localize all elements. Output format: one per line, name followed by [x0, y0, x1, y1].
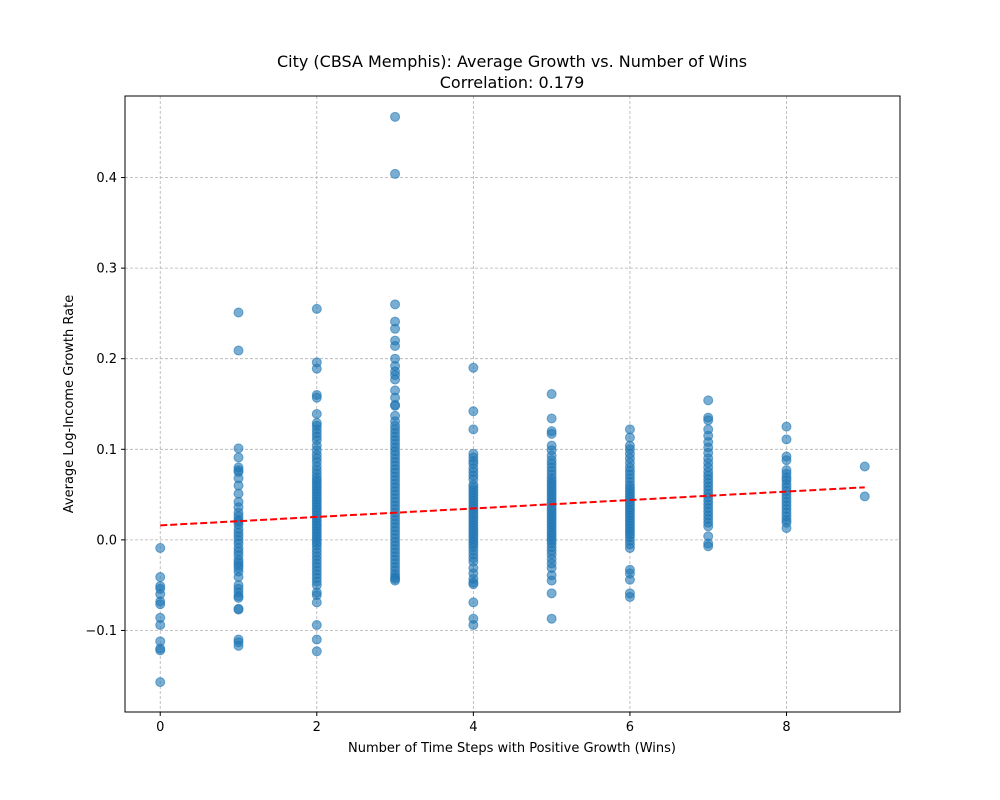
data-point [546, 613, 557, 624]
data-point [311, 392, 322, 403]
data-point [468, 362, 479, 373]
data-point [859, 491, 870, 502]
data-point [546, 413, 557, 424]
data-point [546, 389, 557, 400]
data-point [468, 597, 479, 608]
data-point [311, 408, 322, 419]
data-point [390, 111, 401, 122]
data-point [233, 604, 244, 615]
data-point [468, 579, 479, 590]
y-tick-label: 0.0 [96, 533, 117, 548]
data-point [390, 341, 401, 352]
data-point [468, 424, 479, 435]
data-point [311, 620, 322, 631]
data-point [390, 168, 401, 179]
chart-subtitle: Correlation: 0.179 [440, 73, 585, 92]
y-tick-label: 0.2 [96, 352, 117, 367]
data-points [155, 111, 870, 688]
data-point [233, 640, 244, 651]
data-point [546, 588, 557, 599]
x-tick-label: 6 [626, 720, 634, 735]
data-point [781, 455, 792, 466]
data-point [781, 421, 792, 432]
x-tick-label: 2 [313, 720, 321, 735]
data-point [703, 395, 714, 406]
data-point [233, 488, 244, 499]
data-point [624, 424, 635, 435]
data-point [390, 299, 401, 310]
data-point [390, 323, 401, 334]
data-point [546, 575, 557, 586]
x-axis-label: Number of Time Steps with Positive Growt… [348, 741, 676, 756]
data-point [233, 345, 244, 356]
data-point [624, 574, 635, 585]
data-point [311, 303, 322, 314]
data-point [781, 434, 792, 445]
y-tick-label: 0.1 [96, 443, 117, 458]
data-point [624, 591, 635, 602]
data-point [703, 541, 714, 552]
data-point [311, 646, 322, 657]
trend-line [160, 486, 865, 527]
data-point [155, 572, 166, 583]
data-point [233, 307, 244, 318]
x-tick-label: 0 [156, 720, 164, 735]
data-point [390, 575, 401, 586]
data-point [859, 461, 870, 472]
x-tick-label: 8 [782, 720, 790, 735]
data-point [155, 677, 166, 688]
data-point [233, 592, 244, 603]
data-point [390, 400, 401, 411]
y-tick-label: 0.4 [96, 171, 117, 186]
axis-ticks: 0 2 4 6 8 −0.1 0.0 0.1 0.2 0.3 0.4 [85, 171, 790, 735]
data-point [233, 480, 244, 491]
data-point [233, 443, 244, 454]
y-tick-label: −0.1 [85, 624, 117, 639]
data-point [703, 415, 714, 426]
data-point [155, 599, 166, 610]
y-tick-label: 0.3 [96, 262, 117, 277]
data-point [155, 543, 166, 554]
data-point [311, 597, 322, 608]
data-point [311, 363, 322, 374]
data-point [233, 572, 244, 583]
data-point [781, 523, 792, 534]
data-point [703, 521, 714, 532]
data-point [624, 432, 635, 443]
data-point [624, 543, 635, 554]
y-axis-label: Average Log-Income Growth Rate [62, 295, 77, 513]
plot-area-frame [124, 95, 901, 713]
data-point [468, 406, 479, 417]
grid-lines [125, 96, 900, 712]
x-tick-label: 4 [469, 720, 477, 735]
chart-title: City (CBSA Memphis): Average Growth vs. … [277, 52, 747, 71]
data-point [311, 634, 322, 645]
data-point [546, 428, 557, 439]
data-point [155, 645, 166, 656]
data-point [233, 452, 244, 463]
data-point [155, 620, 166, 631]
data-point [468, 620, 479, 631]
data-point [390, 374, 401, 385]
